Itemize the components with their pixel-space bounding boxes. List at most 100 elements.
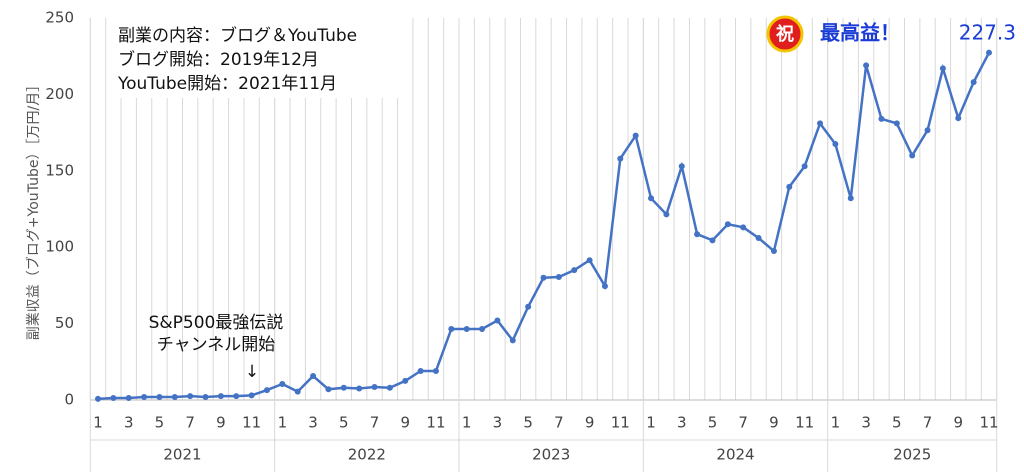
point: [770, 248, 777, 255]
point: [417, 367, 424, 374]
point: [924, 127, 931, 134]
y-tick-label: 150: [45, 161, 74, 179]
point: [386, 384, 393, 391]
x-tick-label: 11: [979, 414, 998, 432]
info-line: YouTube開始：2021年11月: [117, 74, 337, 94]
point: [909, 152, 916, 159]
x-tick-label: 11: [611, 414, 630, 432]
x-tick-label: 9: [954, 414, 964, 432]
point: [801, 163, 808, 170]
point: [724, 221, 731, 228]
point: [448, 325, 455, 332]
point: [479, 325, 486, 332]
x-tick-label: 9: [585, 414, 595, 432]
point: [279, 380, 286, 387]
point: [939, 65, 946, 72]
point: [832, 141, 839, 148]
annotation: チャンネル開始: [157, 335, 276, 355]
point: [555, 273, 562, 280]
year-label: 2023: [532, 446, 570, 464]
badge-bg: [766, 15, 804, 53]
x-tick-label: 7: [923, 414, 933, 432]
point: [156, 393, 163, 400]
point: [494, 317, 501, 324]
point: [617, 155, 624, 162]
x-tick-label: 7: [738, 414, 748, 432]
point: [463, 325, 470, 332]
point: [694, 231, 701, 238]
year-label: 2024: [716, 446, 754, 464]
point: [356, 385, 363, 392]
x-tick-label: 1: [462, 414, 472, 432]
x-tick-label: 7: [370, 414, 380, 432]
x-tick-label: 3: [308, 414, 318, 432]
year-label: 2022: [348, 446, 386, 464]
x-tick-label: 5: [339, 414, 349, 432]
y-tick-label: 50: [55, 314, 74, 332]
peak-label: 最高益！: [820, 21, 900, 45]
point: [863, 62, 870, 69]
point: [509, 337, 516, 344]
point: [217, 393, 224, 400]
point: [586, 257, 593, 264]
x-tick-label: 1: [93, 414, 103, 432]
x-tick-label: 9: [216, 414, 226, 432]
x-tick-label: 9: [769, 414, 779, 432]
point: [571, 267, 578, 274]
x-tick-label: 1: [646, 414, 656, 432]
x-tick-label: 9: [400, 414, 410, 432]
point: [141, 393, 148, 400]
y-tick-label: 0: [64, 391, 74, 409]
point: [878, 115, 885, 122]
x-tick-label: 7: [554, 414, 564, 432]
info-box: [108, 18, 410, 98]
x-tick-label: 3: [861, 414, 871, 432]
year-label: 2021: [163, 446, 201, 464]
point: [248, 392, 255, 399]
point: [648, 195, 655, 202]
point: [893, 120, 900, 127]
x-tick-label: 1: [831, 414, 841, 432]
info-line: ブログ開始：2019年12月: [118, 49, 319, 70]
point: [970, 79, 977, 86]
point: [233, 393, 240, 400]
point: [340, 384, 347, 391]
point: [525, 303, 532, 310]
x-tick-label: 3: [124, 414, 134, 432]
point: [310, 373, 317, 380]
point: [601, 283, 608, 290]
point: [955, 115, 962, 122]
point: [202, 393, 209, 400]
point: [540, 274, 547, 281]
peak-value: 227.3: [959, 21, 1016, 45]
y-axis-label: 副業収益（ブログ+YouTube）［万円/月］: [25, 78, 42, 340]
info-line: 副業の内容：ブログ＆YouTube: [118, 25, 357, 46]
x-tick-label: 5: [708, 414, 718, 432]
badge: 祝: [776, 23, 794, 45]
point: [632, 132, 639, 139]
year-label: 2025: [893, 446, 931, 464]
point: [294, 388, 301, 395]
x-tick-label: 5: [155, 414, 165, 432]
point: [740, 224, 747, 231]
point: [125, 395, 132, 402]
point: [187, 393, 194, 400]
point: [171, 393, 178, 400]
x-tick-label: 11: [242, 414, 261, 432]
x-tick-label: 3: [677, 414, 687, 432]
x-tick-label: 11: [426, 414, 445, 432]
x-tick-label: 7: [185, 414, 195, 432]
point: [847, 195, 854, 202]
point: [371, 384, 378, 391]
x-tick-label: 5: [892, 414, 902, 432]
point: [325, 386, 332, 393]
y-tick-label: 100: [45, 238, 74, 256]
point: [663, 211, 670, 218]
y-tick-label: 250: [45, 9, 74, 27]
x-tick-label: 1: [278, 414, 288, 432]
x-tick-label: 5: [523, 414, 533, 432]
arrow: ↓: [245, 362, 259, 382]
x-tick-label: 11: [795, 414, 814, 432]
point: [110, 395, 117, 402]
